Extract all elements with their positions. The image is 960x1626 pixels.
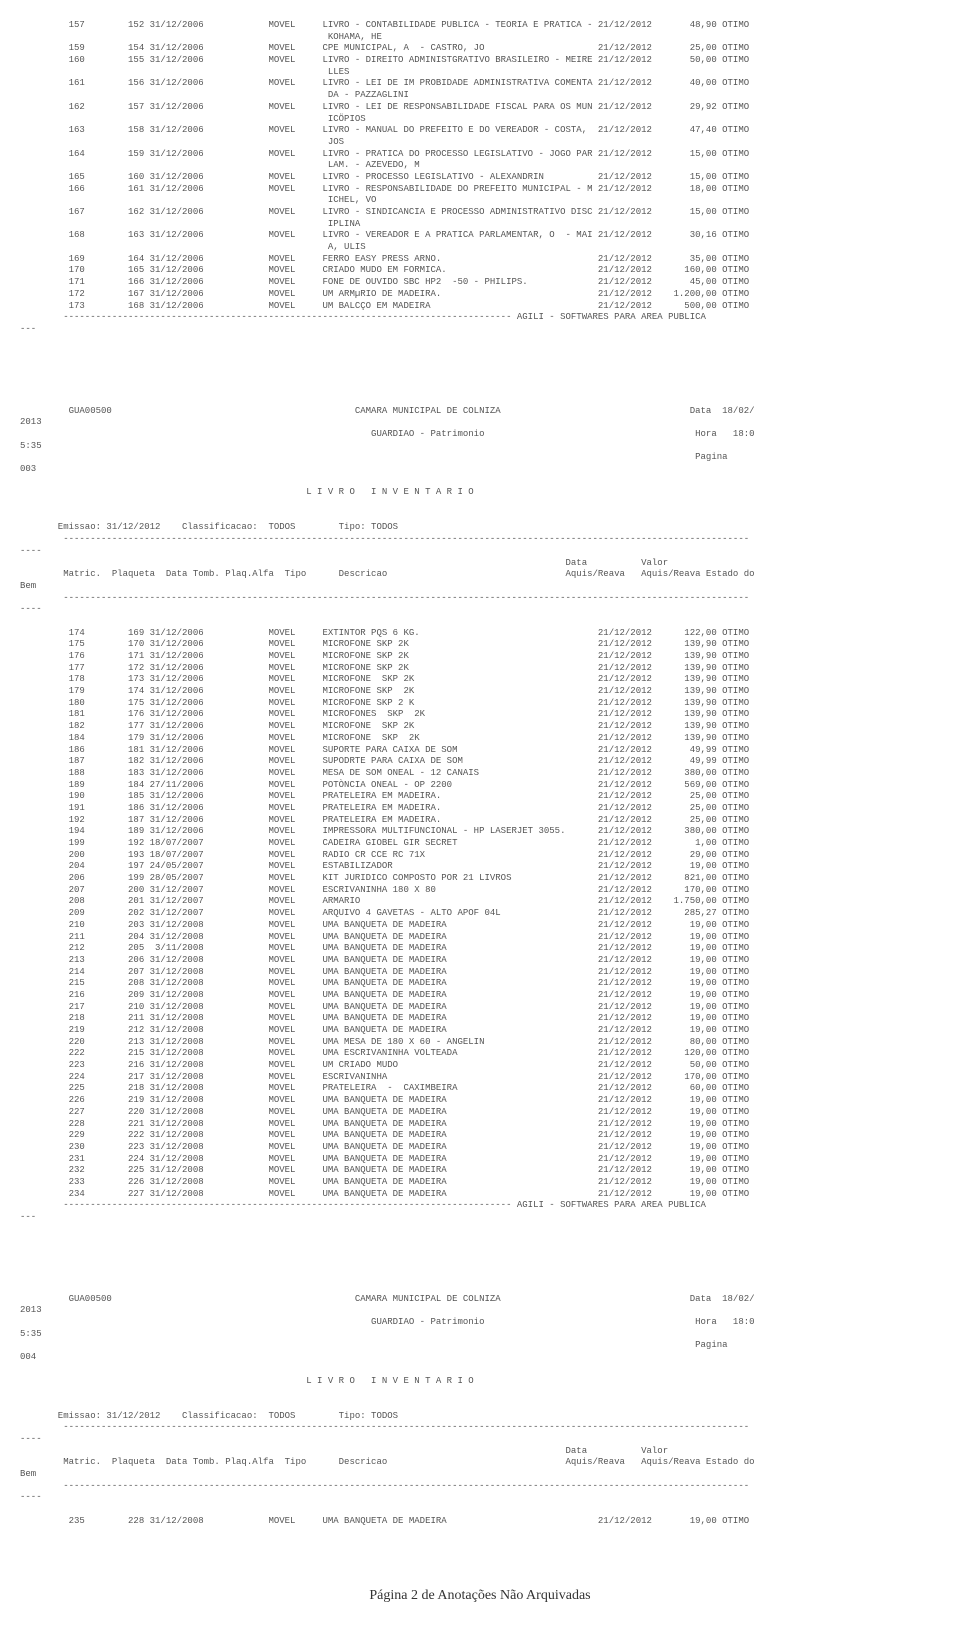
table-row: 224 217 31/12/2008 MOVEL ESCRIVANINHA 21… [20, 1072, 940, 1084]
table-row: 227 220 31/12/2008 MOVEL UMA BANQUETA DE… [20, 1107, 940, 1119]
table-row: 182 177 31/12/2006 MOVEL MICROFONE SKP 2… [20, 721, 940, 733]
table-row: 188 183 31/12/2006 MOVEL MESA DE SOM ONE… [20, 768, 940, 780]
table-row: 232 225 31/12/2008 MOVEL UMA BANQUETA DE… [20, 1165, 940, 1177]
table-row: 165 160 31/12/2006 MOVEL LIVRO - PROCESS… [20, 172, 940, 184]
table-row: 179 174 31/12/2006 MOVEL MICROFONE SKP 2… [20, 686, 940, 698]
page-footer: Página 2 de Anotações Não Arquivadas [20, 1587, 940, 1605]
agili-line: ----------------------------------------… [20, 1200, 940, 1212]
table-row: ICÖPIOS [20, 114, 940, 126]
table-row: 167 162 31/12/2006 MOVEL LIVRO - SINDICA… [20, 207, 940, 219]
table-row: 219 212 31/12/2008 MOVEL UMA BANQUETA DE… [20, 1025, 940, 1037]
dash-triple: --- [20, 324, 940, 336]
table-row: 226 219 31/12/2008 MOVEL UMA BANQUETA DE… [20, 1095, 940, 1107]
table-row: 174 169 31/12/2006 MOVEL EXTINTOR PQS 6 … [20, 628, 940, 640]
table-row: 225 218 31/12/2008 MOVEL PRATELEIRA - CA… [20, 1083, 940, 1095]
table-row: 213 206 31/12/2008 MOVEL UMA BANQUETA DE… [20, 955, 940, 967]
table-row: 199 192 18/07/2007 MOVEL CADEIRA GIOBEL … [20, 838, 940, 850]
table-row: 163 158 31/12/2006 MOVEL LIVRO - MANUAL … [20, 125, 940, 137]
table-row: 228 221 31/12/2008 MOVEL UMA BANQUETA DE… [20, 1119, 940, 1131]
table-row: 223 216 31/12/2008 MOVEL UM CRIADO MUDO … [20, 1060, 940, 1072]
table-row: 186 181 31/12/2006 MOVEL SUPORTE PARA CA… [20, 745, 940, 757]
table-row: KOHAMA, HE [20, 32, 940, 44]
table-row: 175 170 31/12/2006 MOVEL MICROFONE SKP 2… [20, 639, 940, 651]
report-title: L I V R O I N V E N T A R I O [20, 487, 940, 499]
table-row: 231 224 31/12/2008 MOVEL UMA BANQUETA DE… [20, 1154, 940, 1166]
page-header-004: GUA00500 CAMARA MUNICIPAL DE COLNIZA Dat… [20, 1294, 940, 1504]
table-row: 210 203 31/12/2008 MOVEL UMA BANQUETA DE… [20, 920, 940, 932]
table-row: 204 197 24/05/2007 MOVEL ESTABILIZADOR 2… [20, 861, 940, 873]
agili-line: ----------------------------------------… [20, 312, 940, 324]
table-row: 234 227 31/12/2008 MOVEL UMA BANQUETA DE… [20, 1189, 940, 1201]
table-row: 189 184 27/11/2006 MOVEL POTÒNCIA ONEAL … [20, 780, 940, 792]
table-row: 208 201 31/12/2007 MOVEL ARMARIO 21/12/2… [20, 896, 940, 908]
table-row: 159 154 31/12/2006 MOVEL CPE MUNICIPAL, … [20, 43, 940, 55]
table-row: 170 165 31/12/2006 MOVEL CRIADO MUDO EM … [20, 265, 940, 277]
table-row: 216 209 31/12/2008 MOVEL UMA BANQUETA DE… [20, 990, 940, 1002]
table-row: 157 152 31/12/2006 MOVEL LIVRO - CONTABI… [20, 20, 940, 32]
table-row: 169 164 31/12/2006 MOVEL FERRO EASY PRES… [20, 254, 940, 266]
table-row: 181 176 31/12/2006 MOVEL MICROFONES SKP … [20, 709, 940, 721]
table-row: 194 189 31/12/2006 MOVEL IMPRESSORA MULT… [20, 826, 940, 838]
report-title: L I V R O I N V E N T A R I O [20, 1376, 940, 1388]
table-row: IPLINA [20, 219, 940, 231]
table-row: 177 172 31/12/2006 MOVEL MICROFONE SKP 2… [20, 663, 940, 675]
dash-triple: --- [20, 1212, 940, 1224]
table-row: 166 161 31/12/2006 MOVEL LIVRO - RESPONS… [20, 184, 940, 196]
table-row: 172 167 31/12/2006 MOVEL UM ARMµRIO DE M… [20, 289, 940, 301]
table-row: 212 205 3/11/2008 MOVEL UMA BANQUETA DE … [20, 943, 940, 955]
table-row: 187 182 31/12/2006 MOVEL SUPODRTE PARA C… [20, 756, 940, 768]
table-row: 211 204 31/12/2008 MOVEL UMA BANQUETA DE… [20, 932, 940, 944]
table-row: 180 175 31/12/2006 MOVEL MICROFONE SKP 2… [20, 698, 940, 710]
table-block-2: 174 169 31/12/2006 MOVEL EXTINTOR PQS 6 … [20, 628, 940, 1201]
table-row: 222 215 31/12/2008 MOVEL UMA ESCRIVANINH… [20, 1048, 940, 1060]
table-row: 168 163 31/12/2006 MOVEL LIVRO - VEREADO… [20, 230, 940, 242]
table-row: ICHEL, VO [20, 195, 940, 207]
table-row: 191 186 31/12/2006 MOVEL PRATELEIRA EM M… [20, 803, 940, 815]
table-row: 162 157 31/12/2006 MOVEL LIVRO - LEI DE … [20, 102, 940, 114]
table-row: 233 226 31/12/2008 MOVEL UMA BANQUETA DE… [20, 1177, 940, 1189]
table-row: 190 185 31/12/2006 MOVEL PRATELEIRA EM M… [20, 791, 940, 803]
table-row: 200 193 18/07/2007 MOVEL RADIO CR CCE RC… [20, 850, 940, 862]
table-row: JOS [20, 137, 940, 149]
table-row: 171 166 31/12/2006 MOVEL FONE DE OUVIDO … [20, 277, 940, 289]
table-row: 178 173 31/12/2006 MOVEL MICROFONE SKP 2… [20, 674, 940, 686]
table-block-1: 157 152 31/12/2006 MOVEL LIVRO - CONTABI… [20, 20, 940, 312]
table-row: 161 156 31/12/2006 MOVEL LIVRO - LEI DE … [20, 78, 940, 90]
table-row: 206 199 28/05/2007 MOVEL KIT JURIDICO CO… [20, 873, 940, 885]
table-row: 214 207 31/12/2008 MOVEL UMA BANQUETA DE… [20, 967, 940, 979]
table-row: LAM. - AZEVEDO, M [20, 160, 940, 172]
table-row: 209 202 31/12/2007 MOVEL ARQUIVO 4 GAVET… [20, 908, 940, 920]
table-block-3: 235 228 31/12/2008 MOVEL UMA BANQUETA DE… [20, 1516, 940, 1528]
table-row: 230 223 31/12/2008 MOVEL UMA BANQUETA DE… [20, 1142, 940, 1154]
table-row: 192 187 31/12/2006 MOVEL PRATELEIRA EM M… [20, 815, 940, 827]
table-row: A, ULIS [20, 242, 940, 254]
table-row: LLES [20, 67, 940, 79]
table-row: 160 155 31/12/2006 MOVEL LIVRO - DIREITO… [20, 55, 940, 67]
table-row: 220 213 31/12/2008 MOVEL UMA MESA DE 180… [20, 1037, 940, 1049]
table-row: 207 200 31/12/2007 MOVEL ESCRIVANINHA 18… [20, 885, 940, 897]
table-row: 218 211 31/12/2008 MOVEL UMA BANQUETA DE… [20, 1013, 940, 1025]
table-row: 184 179 31/12/2006 MOVEL MICROFONE SKP 2… [20, 733, 940, 745]
table-row: 235 228 31/12/2008 MOVEL UMA BANQUETA DE… [20, 1516, 940, 1528]
table-row: 164 159 31/12/2006 MOVEL LIVRO - PRATICA… [20, 149, 940, 161]
table-row: 215 208 31/12/2008 MOVEL UMA BANQUETA DE… [20, 978, 940, 990]
table-row: DA - PAZZAGLINI [20, 90, 940, 102]
table-row: 173 168 31/12/2006 MOVEL UM BALCÇO EM MA… [20, 301, 940, 313]
table-row: 229 222 31/12/2008 MOVEL UMA BANQUETA DE… [20, 1130, 940, 1142]
table-row: 176 171 31/12/2006 MOVEL MICROFONE SKP 2… [20, 651, 940, 663]
page-header-003: GUA00500 CAMARA MUNICIPAL DE COLNIZA Dat… [20, 406, 940, 616]
table-row: 217 210 31/12/2008 MOVEL UMA BANQUETA DE… [20, 1002, 940, 1014]
